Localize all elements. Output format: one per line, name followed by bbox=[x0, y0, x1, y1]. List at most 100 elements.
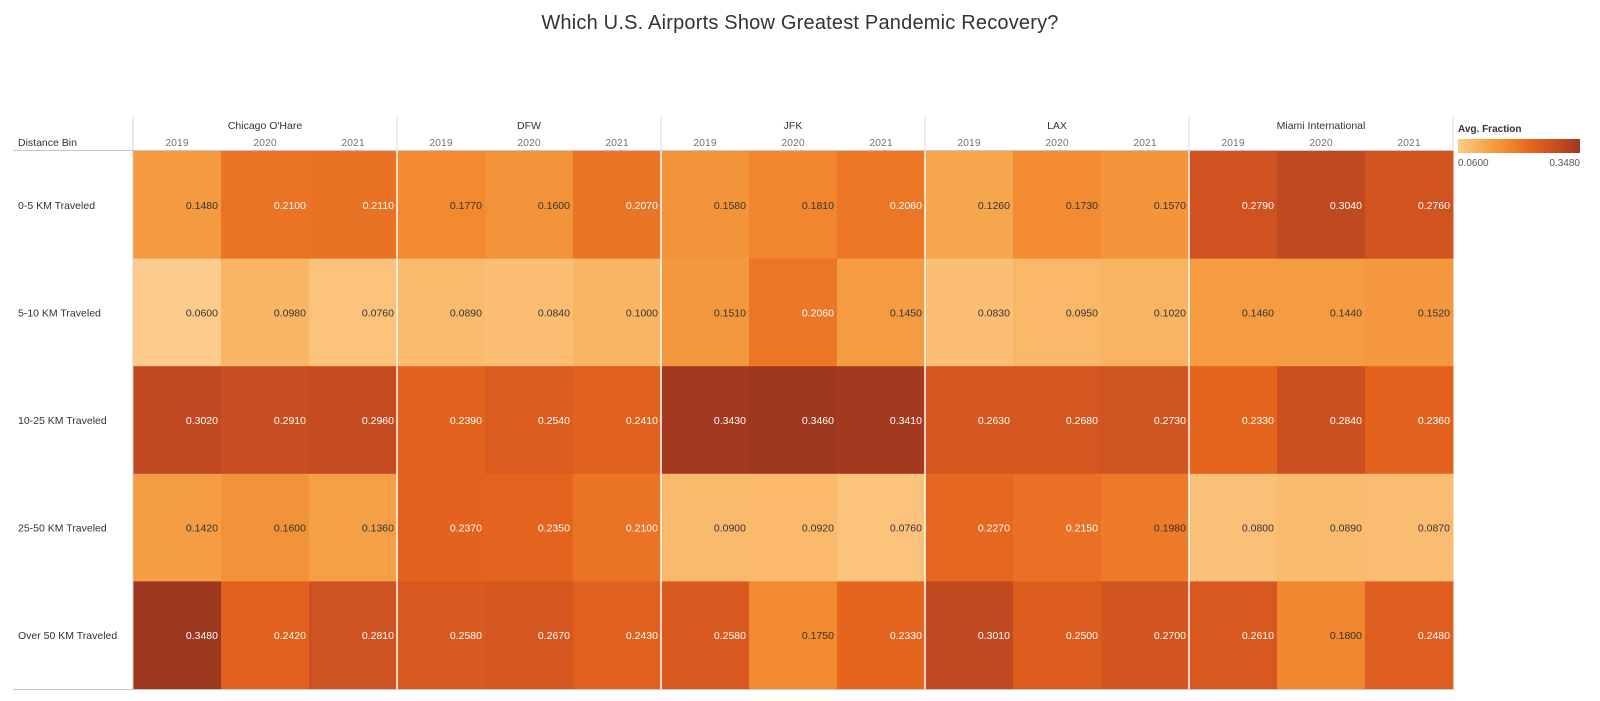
row-header-label: Distance Bin bbox=[18, 137, 77, 149]
cell-value-label: 0.0870 bbox=[1418, 523, 1450, 535]
cell-value-label: 0.0950 bbox=[1066, 307, 1098, 319]
heatmap-cell bbox=[133, 366, 222, 475]
cell-value-label: 0.3010 bbox=[978, 630, 1010, 642]
cell-value-label: 0.3460 bbox=[802, 415, 834, 427]
column-group-label: DFW bbox=[517, 120, 541, 132]
heatmap-cell bbox=[837, 581, 926, 690]
heatmap-cell bbox=[661, 258, 750, 367]
cell-value-label: 0.0830 bbox=[978, 307, 1010, 319]
heatmap-cell bbox=[1013, 258, 1102, 367]
cell-value-label: 0.0800 bbox=[1242, 523, 1274, 535]
cell-value-label: 0.1450 bbox=[890, 307, 922, 319]
year-tick-label: 2021 bbox=[341, 137, 365, 149]
heatmap-cell bbox=[1101, 581, 1190, 690]
heatmap-cell bbox=[573, 366, 662, 475]
cell-value-label: 0.3020 bbox=[186, 415, 218, 427]
cell-value-label: 0.1510 bbox=[714, 307, 746, 319]
cell-value-label: 0.2960 bbox=[362, 415, 394, 427]
heatmap-cell bbox=[1189, 258, 1278, 367]
heatmap-cell bbox=[573, 581, 662, 690]
cell-value-label: 0.1520 bbox=[1418, 307, 1450, 319]
cell-value-label: 0.1600 bbox=[274, 523, 306, 535]
cell-value-label: 0.2360 bbox=[1418, 415, 1450, 427]
year-tick-label: 2019 bbox=[957, 137, 981, 149]
cell-value-label: 0.2840 bbox=[1330, 415, 1362, 427]
cell-value-label: 0.2070 bbox=[626, 200, 658, 212]
heatmap-cell bbox=[925, 258, 1014, 367]
heatmap-cell bbox=[309, 151, 398, 260]
year-tick-label: 2020 bbox=[781, 137, 805, 149]
cell-value-label: 0.1420 bbox=[186, 523, 218, 535]
cell-value-label: 0.2390 bbox=[450, 415, 482, 427]
heatmap-cell bbox=[221, 258, 310, 367]
year-tick-label: 2020 bbox=[253, 137, 277, 149]
heatmap-cell bbox=[1101, 366, 1190, 475]
cell-value-label: 0.1360 bbox=[362, 523, 394, 535]
heatmap-cell bbox=[749, 581, 838, 690]
heatmap-cell bbox=[1013, 366, 1102, 475]
heatmap-cell bbox=[133, 581, 222, 690]
cell-value-label: 0.0890 bbox=[1330, 523, 1362, 535]
cell-value-label: 0.1580 bbox=[714, 200, 746, 212]
cell-value-label: 0.2060 bbox=[890, 200, 922, 212]
cell-value-label: 0.1800 bbox=[1330, 630, 1362, 642]
cell-value-label: 0.2670 bbox=[538, 630, 570, 642]
heatmap-cell bbox=[1189, 473, 1278, 582]
year-tick-label: 2019 bbox=[165, 137, 189, 149]
heatmap-cell bbox=[749, 151, 838, 260]
heatmap-cell bbox=[1277, 151, 1366, 260]
cell-value-label: 0.0840 bbox=[538, 307, 570, 319]
heatmap-cell bbox=[925, 473, 1014, 582]
heatmap-cell bbox=[837, 258, 926, 367]
column-group-label: JFK bbox=[784, 120, 803, 132]
heatmap-cell bbox=[309, 258, 398, 367]
heatmap-cell bbox=[1365, 151, 1454, 260]
heatmap-cell bbox=[221, 151, 310, 260]
cell-value-label: 0.2730 bbox=[1154, 415, 1186, 427]
cell-value-label: 0.1750 bbox=[802, 630, 834, 642]
heatmap-cell bbox=[661, 581, 750, 690]
heatmap-cell bbox=[397, 151, 486, 260]
heatmap-cell bbox=[485, 473, 574, 582]
legend-gradient-bar bbox=[1458, 139, 1580, 153]
heatmap-cell bbox=[1277, 366, 1366, 475]
cell-value-label: 0.1730 bbox=[1066, 200, 1098, 212]
heatmap-cell bbox=[573, 258, 662, 367]
cell-value-label: 0.1480 bbox=[186, 200, 218, 212]
heatmap-cell bbox=[661, 473, 750, 582]
cell-value-label: 0.2100 bbox=[626, 523, 658, 535]
cell-value-label: 0.2680 bbox=[1066, 415, 1098, 427]
heatmap-cell bbox=[1013, 151, 1102, 260]
cell-value-label: 0.1570 bbox=[1154, 200, 1186, 212]
heatmap-cell bbox=[397, 366, 486, 475]
cell-value-label: 0.2610 bbox=[1242, 630, 1274, 642]
row-label: 5-10 KM Traveled bbox=[18, 307, 101, 319]
heatmap-cell bbox=[485, 366, 574, 475]
row-label: 25-50 KM Traveled bbox=[18, 523, 107, 535]
cell-value-label: 0.2370 bbox=[450, 523, 482, 535]
heatmap-cell bbox=[661, 151, 750, 260]
legend-min-label: 0.0600 bbox=[1458, 158, 1489, 169]
cell-value-label: 0.2700 bbox=[1154, 630, 1186, 642]
heatmap-cell bbox=[1189, 581, 1278, 690]
heatmap-cell bbox=[749, 366, 838, 475]
cell-value-label: 0.2760 bbox=[1418, 200, 1450, 212]
heatmap-cell bbox=[925, 581, 1014, 690]
cell-value-label: 0.2910 bbox=[274, 415, 306, 427]
legend-max-label: 0.3480 bbox=[1549, 158, 1580, 169]
cell-value-label: 0.2330 bbox=[890, 630, 922, 642]
heatmap-cell bbox=[397, 581, 486, 690]
year-tick-label: 2021 bbox=[1133, 137, 1157, 149]
cell-value-label: 0.2410 bbox=[626, 415, 658, 427]
cell-value-label: 0.1000 bbox=[626, 307, 658, 319]
heatmap-cell bbox=[925, 366, 1014, 475]
cell-value-label: 0.2350 bbox=[538, 523, 570, 535]
cell-value-label: 0.2110 bbox=[363, 200, 394, 212]
cell-value-label: 0.2630 bbox=[978, 415, 1010, 427]
cell-value-label: 0.0920 bbox=[802, 523, 834, 535]
heatmap-cell bbox=[573, 151, 662, 260]
cell-value-label: 0.0890 bbox=[450, 307, 482, 319]
heatmap-cell bbox=[221, 473, 310, 582]
heatmap-cell bbox=[309, 581, 398, 690]
